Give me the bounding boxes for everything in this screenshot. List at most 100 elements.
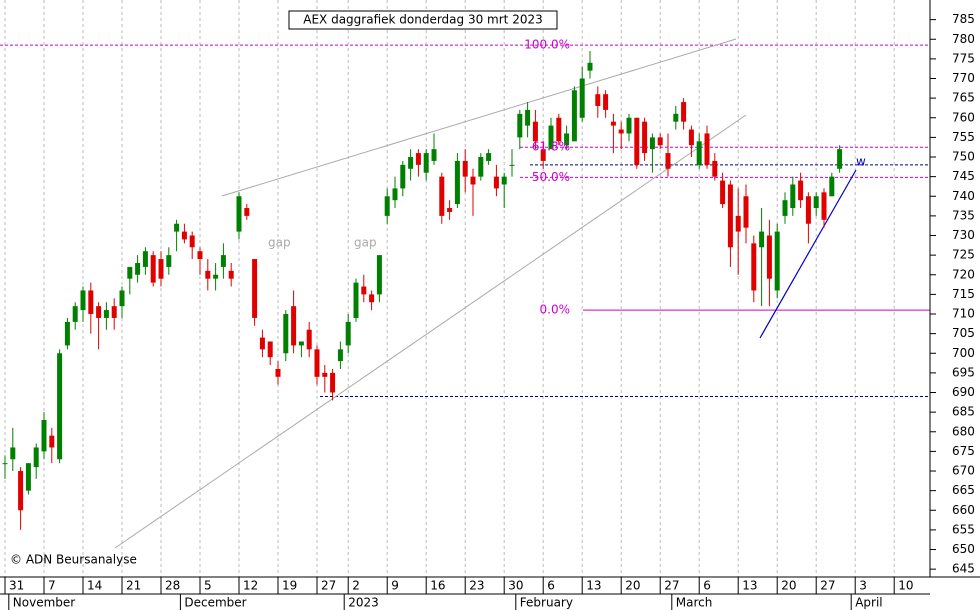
month-label: February <box>520 596 573 610</box>
candle-body <box>798 180 804 201</box>
x-tick-label: 21 <box>126 579 141 593</box>
candle-body <box>197 251 203 260</box>
trend-line <box>759 169 857 339</box>
candle-body <box>439 176 445 216</box>
candle-body <box>478 157 484 177</box>
candle-body <box>829 176 835 197</box>
candle-body <box>41 419 47 452</box>
candle-body <box>766 235 772 279</box>
candle-body <box>447 208 453 212</box>
candle-body <box>384 196 390 216</box>
y-tick-label: 785 <box>952 12 975 26</box>
candle-body <box>142 251 148 267</box>
x-tick-label: 12 <box>243 579 258 593</box>
x-tick-label: 14 <box>87 579 102 593</box>
y-tick-label: 740 <box>952 189 975 203</box>
candle-body <box>517 113 523 138</box>
candle-body <box>361 286 367 295</box>
candle-body <box>220 255 226 267</box>
candle-body <box>673 113 679 122</box>
candle-body <box>181 231 187 240</box>
candle-body <box>587 62 593 71</box>
y-tick-label: 735 <box>952 208 975 222</box>
y-tick-label: 680 <box>952 424 975 438</box>
candle-body <box>57 353 63 460</box>
y-tick-label: 675 <box>952 444 975 458</box>
candle-body <box>267 341 273 358</box>
candle-body <box>657 137 663 146</box>
candle-body <box>813 196 819 209</box>
gap-label: gap <box>268 236 291 250</box>
x-tick-label: 9 <box>391 579 399 593</box>
candle-body <box>166 255 172 267</box>
candle-body <box>681 102 687 122</box>
candle-body <box>205 270 211 279</box>
fib-label: 50.0% <box>532 170 570 184</box>
candle-body <box>720 180 726 205</box>
trend-line <box>114 114 747 549</box>
x-tick-label: 7 <box>48 579 56 593</box>
candle-body <box>33 447 39 468</box>
candle-body <box>18 471 24 511</box>
y-tick-label: 770 <box>952 71 975 85</box>
x-tick-label: 27 <box>321 579 336 593</box>
credit: © ADN Beursanalyse <box>10 553 137 567</box>
candle-body <box>790 184 796 209</box>
candle-body <box>782 200 788 216</box>
x-tick-label: 19 <box>282 579 297 593</box>
y-tick-label: 765 <box>952 91 975 105</box>
y-tick-label: 650 <box>952 542 975 556</box>
candle-body <box>275 368 281 377</box>
candle-body <box>564 133 570 146</box>
y-tick-label: 725 <box>952 248 975 262</box>
candle-body <box>96 306 102 318</box>
x-tick-label: 6 <box>547 579 555 593</box>
candle-body <box>556 117 562 142</box>
month-label: November <box>13 596 75 610</box>
grid <box>0 0 930 577</box>
candle-body <box>743 196 749 228</box>
y-tick-label: 655 <box>952 522 975 536</box>
x-tick-label: 27 <box>820 579 835 593</box>
candle-body <box>330 372 336 393</box>
y-tick-label: 760 <box>952 110 975 124</box>
y-tick-label: 645 <box>952 562 975 576</box>
x-tick-label: 27 <box>664 579 679 593</box>
x-tick-label: 10 <box>898 579 913 593</box>
candle-body <box>805 196 811 224</box>
candle-body <box>774 231 780 291</box>
y-tick-label: 665 <box>952 483 975 497</box>
candle-body <box>626 117 632 134</box>
candle-body <box>618 129 624 134</box>
candle-body <box>634 117 640 165</box>
candle-body <box>49 435 55 448</box>
candle-body <box>306 329 312 350</box>
y-tick-label: 670 <box>952 464 975 478</box>
candle-body <box>135 262 141 275</box>
x-tick-label: 6 <box>703 579 711 593</box>
y-tick-label: 720 <box>952 267 975 281</box>
x-tick-label: 16 <box>430 579 445 593</box>
candle-body <box>408 157 414 169</box>
candle-body <box>735 215 741 232</box>
candle-body <box>837 149 843 169</box>
fib-label: 0.0% <box>540 303 571 317</box>
x-tick-label: 23 <box>469 579 484 593</box>
x-tick-label: 13 <box>742 579 757 593</box>
candle-body <box>158 259 164 279</box>
candle-body <box>610 121 616 126</box>
title-box <box>288 10 558 30</box>
candle-body <box>642 121 648 154</box>
x-tick-label: 28 <box>165 579 180 593</box>
month-label: December <box>184 596 246 610</box>
fib-label: 100.0% <box>524 38 570 52</box>
candle-body <box>470 176 476 185</box>
candle-body <box>540 149 546 161</box>
x-tick-label: 2 <box>352 579 360 593</box>
y-tick-label: 695 <box>952 365 975 379</box>
x-tick-label: 20 <box>625 579 640 593</box>
candle-body <box>228 270 234 279</box>
y-tick-label: 685 <box>952 405 975 419</box>
candle-body <box>595 94 601 106</box>
y-tick-label: 745 <box>952 169 975 183</box>
